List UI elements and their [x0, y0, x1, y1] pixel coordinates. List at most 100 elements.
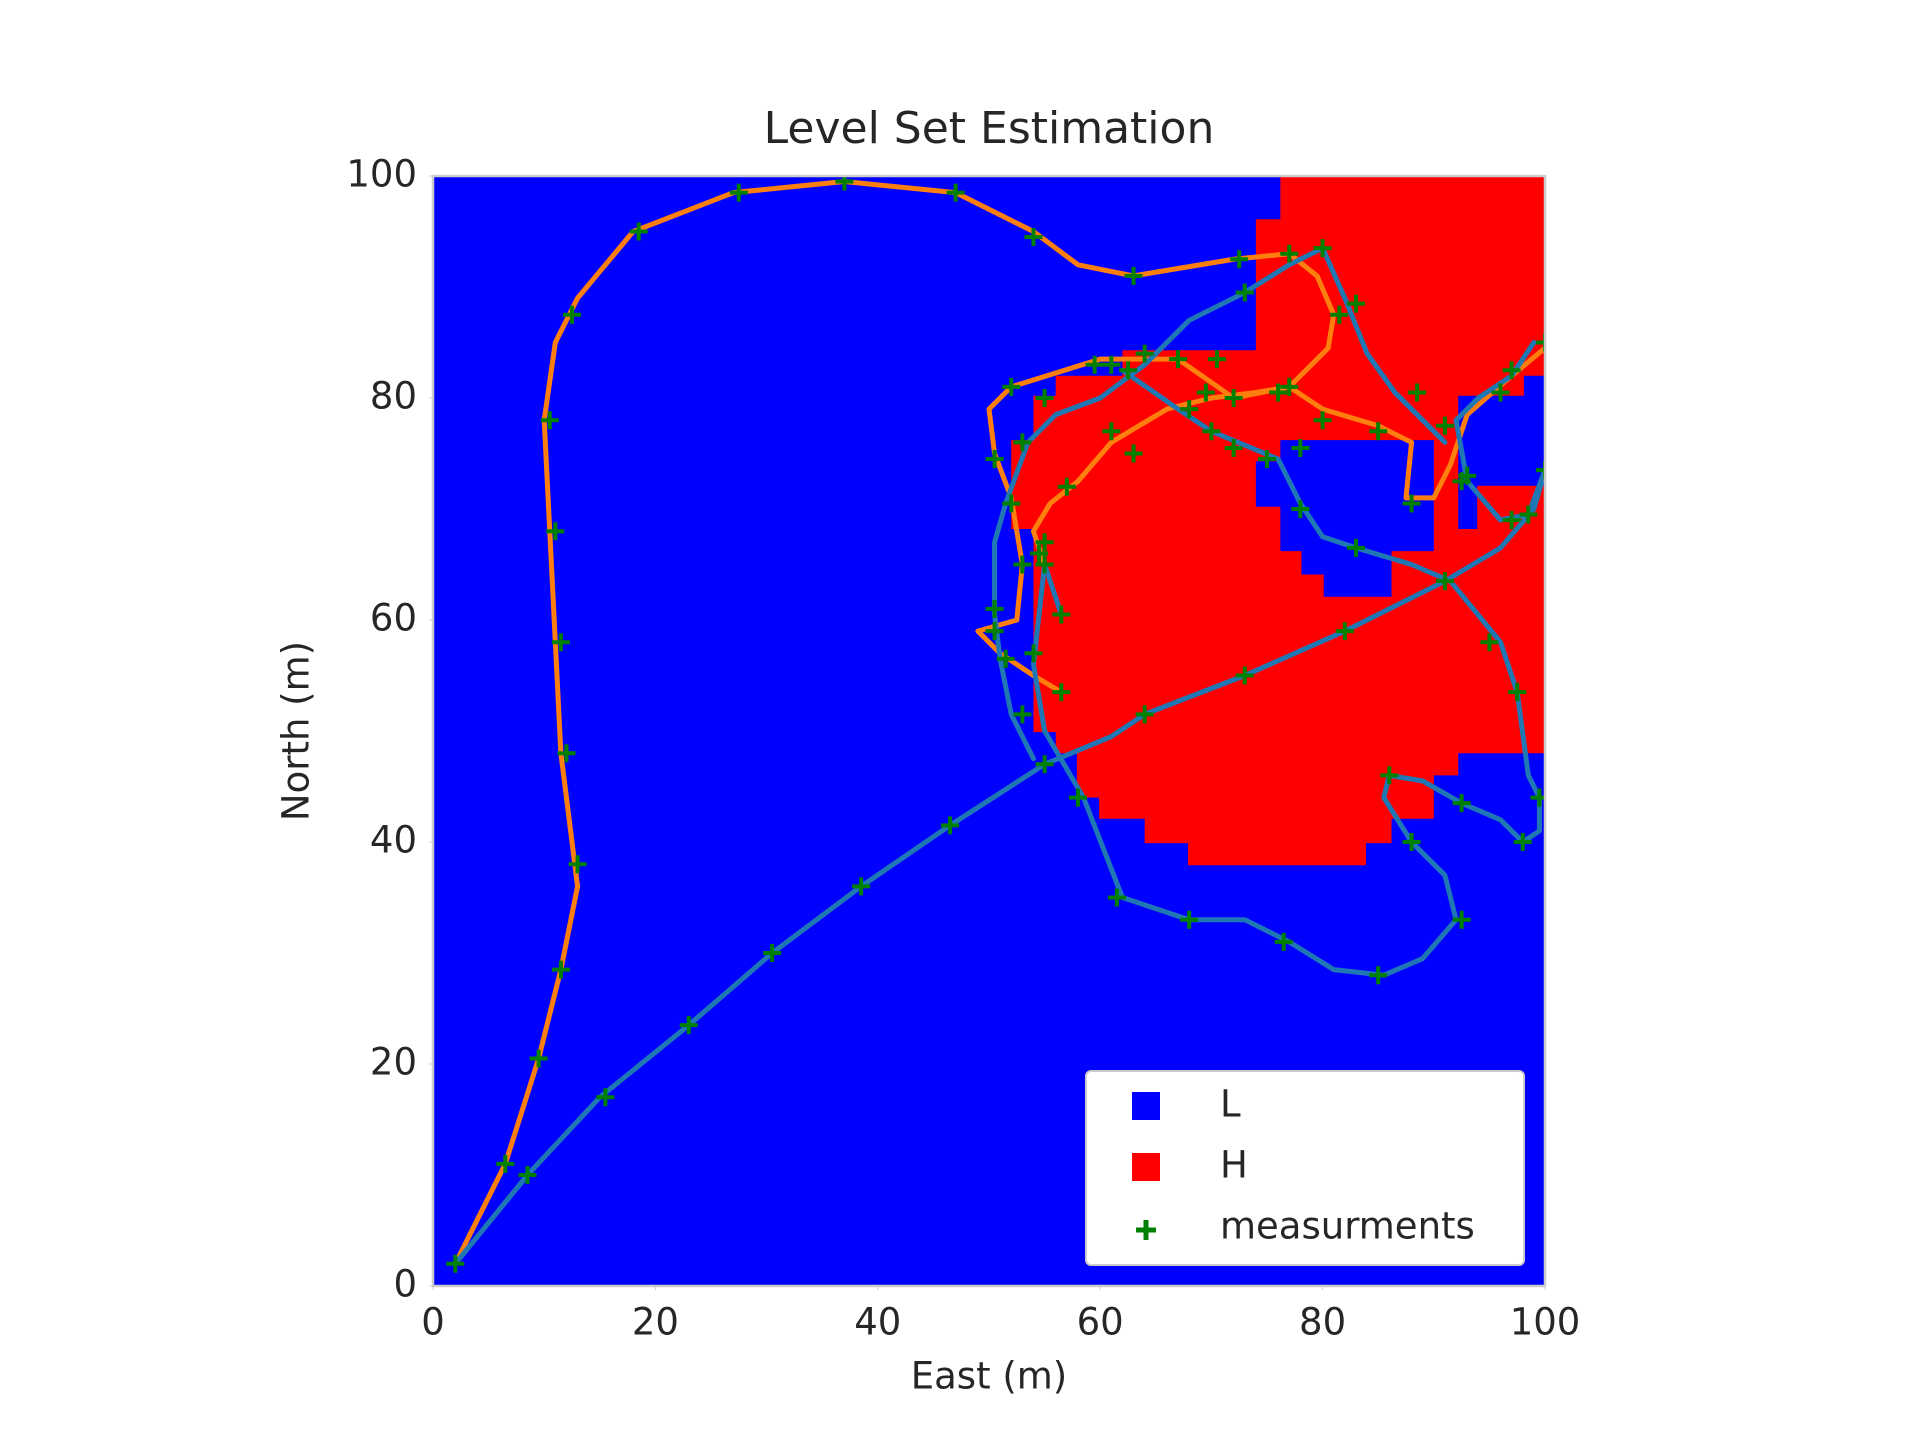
- measurement-point: [1402, 833, 1421, 851]
- measurement-point: [1408, 383, 1427, 402]
- measurement-point: [1169, 350, 1188, 369]
- y-tick-label: 40: [370, 819, 417, 862]
- measurement-point: [679, 1016, 698, 1035]
- measurement-point: [1135, 344, 1154, 363]
- legend-marker: [1132, 1092, 1160, 1120]
- measurement-point: [1035, 555, 1054, 574]
- x-axis-label: East (m): [911, 1355, 1068, 1398]
- measurement-point: [596, 1088, 615, 1107]
- measurement-point: [518, 1166, 537, 1184]
- class-region: [1458, 375, 1545, 529]
- measurement-point: [1291, 500, 1310, 518]
- measurement-point: [1107, 888, 1126, 907]
- measurement-point: [1274, 932, 1293, 951]
- measurement-point: [1002, 377, 1021, 396]
- y-tick-label: 80: [370, 375, 417, 418]
- x-tick-label: 60: [1077, 1301, 1124, 1344]
- measurement-point: [1013, 433, 1032, 452]
- measurement-point: [1035, 533, 1054, 552]
- plot-frame: [431, 174, 1547, 1288]
- measurement-point: [1452, 910, 1471, 929]
- measurement-point: [1102, 355, 1121, 374]
- measurement-point: [1030, 544, 1049, 563]
- measurement-point: [1435, 416, 1454, 435]
- measurement-point: [1452, 794, 1471, 813]
- measurement-point: [446, 1254, 465, 1273]
- chart-title: Level Set Estimation: [764, 103, 1215, 154]
- measurement-point: [941, 816, 960, 835]
- measurement-point: [985, 450, 1004, 469]
- measurement-point: [1280, 377, 1299, 396]
- measurement-point: [1346, 538, 1365, 557]
- measurement-point: [540, 411, 559, 430]
- measurement-point: [763, 944, 782, 962]
- measurement-point: [1224, 438, 1243, 457]
- measurement-point: [1035, 755, 1054, 774]
- measurement-point: [946, 183, 965, 202]
- x-tick-label: 80: [1299, 1301, 1346, 1344]
- measurement-point: [1530, 788, 1545, 807]
- legend-box: [1085, 1070, 1525, 1266]
- measurement-point: [1035, 389, 1054, 407]
- legend-label: H: [1220, 1144, 1248, 1187]
- measurement-point: [1480, 633, 1499, 652]
- measurement-point: [1291, 438, 1310, 457]
- measurement-point: [1536, 461, 1545, 480]
- measurement-point: [1052, 683, 1071, 702]
- measurement-point: [1235, 666, 1254, 685]
- measurement-point: [1402, 494, 1421, 513]
- measurement-point: [557, 744, 576, 763]
- measurement-point: [1508, 683, 1527, 702]
- measurement-point: [1313, 411, 1332, 430]
- measurement-point: [1513, 833, 1532, 851]
- measurement-point: [629, 222, 648, 241]
- measurement-point: [1124, 444, 1143, 463]
- measurement-point: [1536, 333, 1545, 352]
- measurement-point: [551, 960, 570, 979]
- y-tick-label: 20: [370, 1041, 417, 1084]
- measurement-point: [1369, 966, 1388, 985]
- measurement-point: [1330, 305, 1349, 324]
- measurement-point: [546, 522, 565, 541]
- measurement-point: [1119, 361, 1137, 380]
- measurement-point: [1196, 383, 1215, 402]
- measurement-point: [1369, 422, 1388, 441]
- measurement-point: [1024, 228, 1043, 247]
- class-region: [1011, 176, 1545, 866]
- y-axis-label: North (m): [275, 641, 318, 821]
- y-tick-label: 60: [370, 597, 417, 640]
- measurement-point: [835, 176, 854, 191]
- legend-label: measurments: [1220, 1205, 1475, 1248]
- measurement-point: [496, 1154, 515, 1173]
- measurement-point: [1335, 622, 1354, 641]
- measurement-point: [1502, 511, 1521, 530]
- measurement-point: [1180, 400, 1199, 419]
- legend-label: L: [1220, 1083, 1241, 1126]
- x-tick-label: 0: [421, 1301, 445, 1344]
- measurement-point: [1002, 494, 1021, 513]
- x-tick-label: 100: [1510, 1301, 1581, 1344]
- x-tick-label: 40: [854, 1301, 901, 1344]
- legend-marker: [1136, 1220, 1156, 1240]
- y-tick-label: 0: [393, 1263, 417, 1306]
- measurement-point: [568, 855, 587, 874]
- measurement-point: [1068, 788, 1087, 807]
- measurement-point: [1269, 383, 1288, 402]
- measurement-point: [996, 649, 1015, 668]
- measurement-point: [1313, 239, 1332, 258]
- measurement-point: [1013, 705, 1032, 724]
- measurement-point: [1346, 294, 1365, 313]
- measurement-point: [1224, 389, 1243, 407]
- measurement-point: [729, 183, 748, 202]
- measurement-point: [1085, 355, 1104, 374]
- measurement-point: [1502, 361, 1521, 380]
- legend-marker: [1132, 1153, 1160, 1181]
- plot-area: [433, 176, 1545, 1286]
- measurement-point: [1380, 766, 1399, 785]
- y-tick-label: 100: [346, 153, 417, 196]
- measurement-point: [1491, 383, 1510, 402]
- measurement-point: [1024, 644, 1043, 663]
- measurement-point: [1435, 572, 1454, 591]
